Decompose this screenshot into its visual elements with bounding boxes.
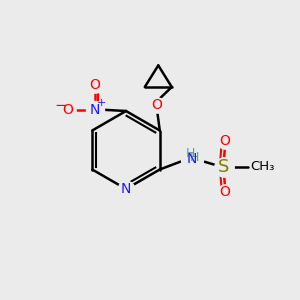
- Text: N: N: [187, 152, 197, 166]
- Text: H: H: [190, 151, 199, 164]
- Text: S: S: [218, 158, 230, 175]
- Text: H: H: [186, 147, 195, 160]
- Text: CH₃: CH₃: [250, 160, 274, 173]
- Text: O: O: [89, 78, 100, 92]
- Text: N: N: [89, 103, 100, 116]
- Text: O: O: [62, 103, 73, 116]
- Text: +: +: [96, 98, 106, 109]
- Text: O: O: [220, 185, 231, 199]
- Text: O: O: [220, 134, 231, 148]
- Text: N: N: [121, 182, 131, 196]
- Text: −: −: [55, 98, 67, 112]
- Text: O: O: [151, 98, 162, 112]
